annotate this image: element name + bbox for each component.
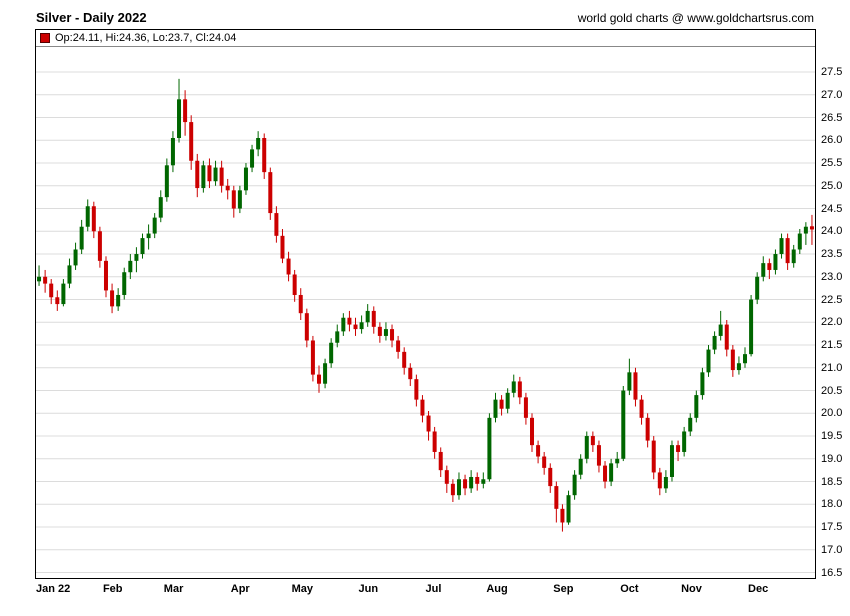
x-tick-label: Sep [553, 583, 574, 595]
y-tick-label: 27.5 [821, 66, 843, 79]
y-tick-label: 16.5 [821, 566, 843, 579]
y-tick-label: 25.0 [821, 179, 843, 192]
y-tick-label: 25.5 [821, 157, 843, 170]
y-tick-label: 27.0 [821, 88, 843, 101]
y-tick-label: 18.5 [821, 475, 843, 488]
y-tick-label: 23.5 [821, 248, 843, 261]
x-tick-label: Jul [425, 583, 442, 595]
y-tick-label: 17.5 [821, 521, 843, 534]
x-tick-label: Mar [163, 583, 184, 595]
y-tick-label: 20.5 [821, 384, 843, 397]
y-tick-label: 23.0 [821, 270, 843, 283]
x-tick-label: Apr [230, 583, 250, 595]
page-title: Silver - Daily 2022 [36, 10, 147, 25]
y-tick-label: 20.0 [821, 407, 843, 420]
y-tick-label: 22.5 [821, 293, 843, 306]
x-tick-label: Jun [358, 583, 379, 595]
source-credit: world gold charts @ www.goldchartsrus.co… [577, 11, 814, 25]
candlestick-svg [36, 71, 815, 574]
y-tick-label: 21.0 [821, 361, 843, 374]
chart-frame: Op:24.11, Hi:24.36, Lo:23.7, Cl:24.04 [35, 29, 816, 579]
y-tick-label: 18.0 [821, 498, 843, 511]
y-tick-label: 26.5 [821, 111, 843, 124]
x-tick-label: Aug [486, 583, 508, 595]
y-tick-label: 21.5 [821, 339, 843, 352]
y-tick-label: 19.0 [821, 452, 843, 465]
y-tick-label: 24.5 [821, 202, 843, 215]
y-tick-label: 19.5 [821, 430, 843, 443]
x-tick-label: Oct [620, 583, 639, 595]
legend-marker-icon [40, 33, 50, 43]
legend-ohlc-text: Op:24.11, Hi:24.36, Lo:23.7, Cl:24.04 [55, 31, 237, 44]
y-tick-label: 17.0 [821, 543, 843, 556]
x-tick-label: May [291, 583, 314, 595]
y-tick-label: 24.0 [821, 225, 843, 238]
y-tick-label: 22.0 [821, 316, 843, 329]
x-tick-label: Nov [681, 583, 702, 595]
x-tick-label: Feb [102, 583, 123, 595]
legend-strip: Op:24.11, Hi:24.36, Lo:23.7, Cl:24.04 [36, 30, 815, 47]
x-tick-label: Jan 22 [36, 583, 71, 595]
x-tick-label: Dec [748, 583, 769, 595]
y-tick-label: 26.0 [821, 134, 843, 147]
